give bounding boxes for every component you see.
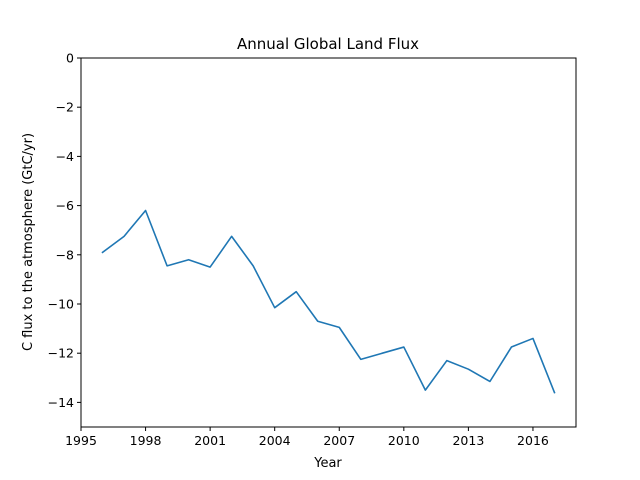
x-axis-label: Year: [313, 456, 342, 471]
x-axis-ticks: 1995 1998 2001 2004 2007 2010 2013 2016: [65, 427, 549, 448]
y-tick-label: −10: [48, 297, 74, 312]
y-tick-label: −6: [56, 198, 74, 213]
x-tick-label: 2013: [452, 433, 484, 448]
chart-title: Annual Global Land Flux: [237, 35, 419, 53]
y-axis-label: C flux to the atmosphere (GtC/yr): [21, 133, 36, 351]
x-tick-label: 2007: [323, 433, 355, 448]
y-tick-label: −4: [56, 149, 74, 164]
y-tick-label: −14: [48, 395, 74, 410]
y-tick-label: −2: [56, 100, 74, 115]
plot-area-frame: [80, 57, 577, 428]
x-tick-label: 1998: [130, 433, 162, 448]
x-tick-label: 2004: [259, 433, 291, 448]
x-tick-label: 2001: [194, 433, 226, 448]
series-line: [101, 209, 556, 394]
series-group: [101, 209, 556, 394]
x-tick-label: 1995: [65, 433, 97, 448]
x-tick-label: 2010: [388, 433, 420, 448]
y-tick-label: −12: [48, 346, 74, 361]
x-tick-label: 2016: [517, 433, 549, 448]
y-tick-label: −8: [56, 247, 74, 262]
y-tick-label: 0: [66, 51, 74, 66]
y-axis-ticks: 0 −2 −4 −6 −8 −10 −12 −14: [48, 51, 81, 410]
